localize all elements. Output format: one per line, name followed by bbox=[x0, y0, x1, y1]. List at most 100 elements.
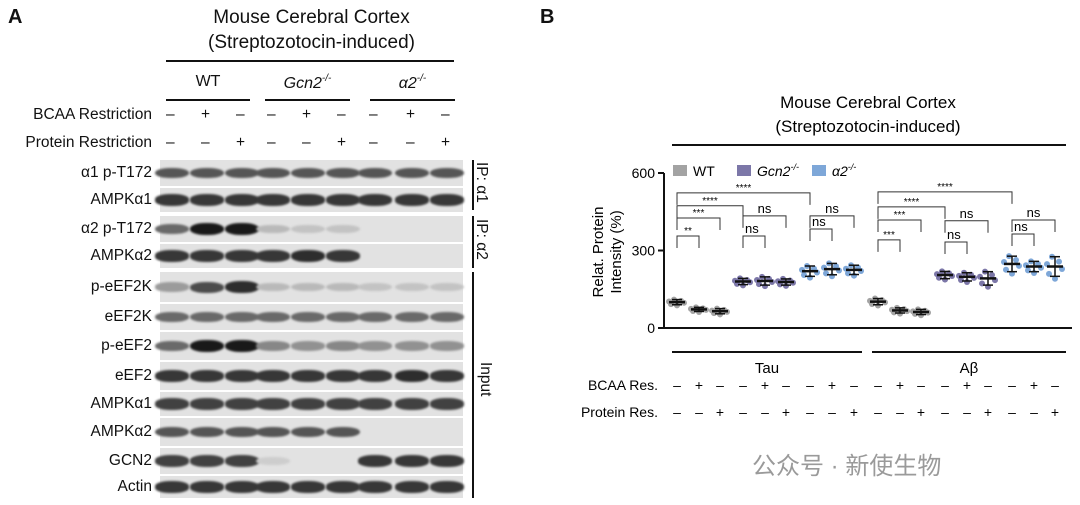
bcaa-sign: – bbox=[166, 106, 175, 123]
blot-band bbox=[326, 194, 360, 206]
protein-sign: – bbox=[828, 404, 836, 420]
chart-subtitle: (Streptozotocin-induced) bbox=[775, 117, 960, 136]
significance-label: ns bbox=[758, 201, 772, 216]
significance-label: *** bbox=[693, 208, 705, 219]
significance-label: ns bbox=[825, 201, 839, 216]
blot-band bbox=[225, 398, 259, 410]
title-underline bbox=[166, 60, 454, 62]
bcaa-sign: – bbox=[337, 106, 346, 123]
blot-band bbox=[430, 481, 464, 493]
blot-band bbox=[155, 250, 189, 262]
bcaa-restriction-label: BCAA Restriction bbox=[33, 106, 152, 123]
blot-band bbox=[155, 194, 189, 206]
blot-band bbox=[395, 455, 429, 467]
significance-bracket bbox=[809, 228, 833, 242]
blot-band bbox=[225, 370, 259, 382]
legend-label: WT bbox=[693, 163, 715, 179]
genotype-superscript: -/- bbox=[321, 73, 332, 84]
blot-band bbox=[256, 456, 290, 466]
bcaa-sign: + bbox=[302, 106, 312, 123]
bcaa-res-label: BCAA Res. bbox=[588, 377, 658, 393]
panel-a-subtitle: (Streptozotocin-induced) bbox=[208, 32, 415, 53]
genotype-name: WT bbox=[195, 73, 221, 90]
significance-bracket bbox=[676, 235, 700, 249]
blot-row bbox=[155, 160, 464, 186]
blot-band bbox=[190, 281, 224, 293]
blot-band bbox=[326, 224, 360, 234]
bcaa-sign: – bbox=[874, 377, 882, 393]
blot-band bbox=[430, 370, 464, 382]
protein-res-label: Protein Res. bbox=[581, 404, 658, 420]
genotype-header: Gcn2-/- bbox=[265, 73, 350, 93]
bcaa-sign: + bbox=[761, 377, 769, 393]
blot-band bbox=[155, 398, 189, 410]
blot-row-label: α1 p-T172 bbox=[81, 164, 152, 181]
blot-row-label: AMPKα2 bbox=[90, 247, 152, 264]
blot-row bbox=[155, 448, 464, 474]
blot-band bbox=[326, 167, 360, 179]
bcaa-sign: – bbox=[917, 377, 925, 393]
blot-band bbox=[326, 398, 360, 410]
bcaa-sign: – bbox=[236, 106, 245, 123]
blot-band bbox=[326, 250, 360, 262]
blot-band bbox=[395, 194, 429, 206]
blot-band bbox=[256, 311, 290, 323]
blot-band bbox=[358, 481, 392, 493]
genotype-underline bbox=[370, 99, 455, 101]
bcaa-sign: – bbox=[716, 377, 724, 393]
blot-band bbox=[395, 370, 429, 382]
blot-band bbox=[190, 194, 224, 206]
bcaa-sign: – bbox=[441, 106, 450, 123]
blot-band bbox=[291, 398, 325, 410]
blot-band bbox=[291, 250, 325, 262]
legend-swatch bbox=[812, 165, 826, 176]
watermark: 公众号 · 新使生物 bbox=[752, 453, 942, 480]
blot-row-label: AMPKα2 bbox=[90, 423, 152, 440]
bcaa-sign: + bbox=[828, 377, 836, 393]
blot-band bbox=[155, 370, 189, 382]
y-axis-label: Intensity (%) bbox=[608, 210, 625, 293]
blot-band bbox=[190, 223, 224, 235]
blot-band bbox=[155, 481, 189, 493]
blot-band bbox=[358, 282, 392, 292]
protein-sign: – bbox=[1030, 404, 1038, 420]
significance-bracket bbox=[877, 206, 946, 219]
blot-row-label: p-eEF2 bbox=[101, 337, 152, 354]
protein-sign: – bbox=[166, 134, 175, 151]
blot-row-label: Actin bbox=[117, 478, 152, 495]
protein-sign: + bbox=[984, 404, 992, 420]
blot-band bbox=[395, 167, 429, 179]
blot-band bbox=[358, 311, 392, 323]
genotype-header: α2-/- bbox=[370, 73, 455, 93]
y-tick-label: 600 bbox=[632, 165, 656, 181]
blot-band bbox=[256, 370, 290, 382]
bcaa-sign: + bbox=[963, 377, 971, 393]
blot-band bbox=[225, 281, 259, 293]
bcaa-sign: – bbox=[369, 106, 378, 123]
blot-row-label: eEF2K bbox=[104, 308, 152, 325]
blot-band bbox=[395, 282, 429, 292]
blot-band bbox=[291, 481, 325, 493]
significance-bracket bbox=[944, 220, 989, 233]
genotype-name: Gcn2 bbox=[283, 75, 322, 92]
protein-sign: – bbox=[941, 404, 949, 420]
significance-bracket bbox=[877, 239, 901, 252]
protein-sign: + bbox=[236, 134, 246, 151]
significance-bracket bbox=[742, 235, 766, 249]
blot-band bbox=[225, 311, 259, 323]
protein-sign: + bbox=[716, 404, 724, 420]
blot-band bbox=[430, 167, 464, 179]
blot-row bbox=[155, 216, 463, 242]
blot-band bbox=[256, 426, 290, 438]
blot-band bbox=[256, 398, 290, 410]
blot-row bbox=[155, 418, 463, 446]
y-tick-label: 300 bbox=[632, 243, 656, 259]
blot-band bbox=[358, 370, 392, 382]
blot-band bbox=[155, 167, 189, 179]
blot-band bbox=[395, 481, 429, 493]
blot-band bbox=[358, 341, 392, 351]
blot-band bbox=[430, 455, 464, 467]
panel-b-label: B bbox=[540, 6, 555, 28]
blot-band bbox=[430, 194, 464, 206]
blot-band bbox=[291, 370, 325, 382]
